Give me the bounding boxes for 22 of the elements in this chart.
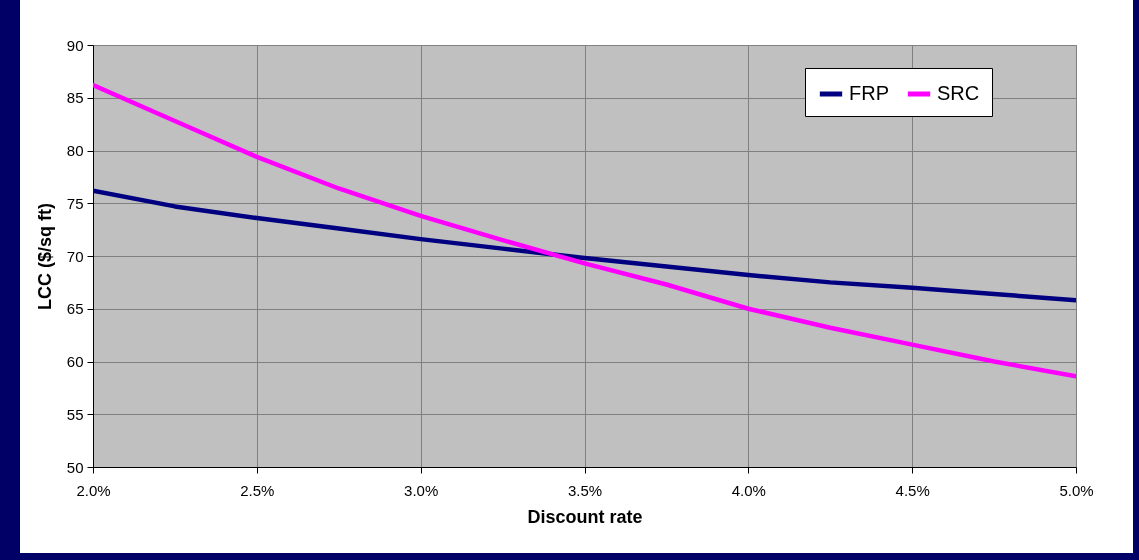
legend-label: SRC bbox=[937, 82, 980, 104]
x-tick-label: 5.0% bbox=[1059, 481, 1094, 499]
line-series bbox=[93, 188, 1076, 303]
y-tick-label: 75 bbox=[66, 194, 84, 212]
x-tick-label: 4.0% bbox=[731, 481, 766, 499]
x-tick-label: 2.5% bbox=[240, 481, 275, 499]
y-tick-label: 55 bbox=[66, 405, 84, 423]
x-tick-label: 3.5% bbox=[567, 481, 603, 499]
y-tick-label: 70 bbox=[66, 247, 84, 265]
y-tick-label: 65 bbox=[66, 300, 84, 318]
y-tick-label: 60 bbox=[66, 353, 84, 370]
y-axis-title: LCC ($/sq ft) bbox=[34, 203, 55, 310]
y-tick-label: 80 bbox=[66, 142, 84, 159]
x-tick-label: 2.0% bbox=[76, 481, 111, 499]
x-tick-label: 4.5% bbox=[895, 481, 930, 499]
line-series bbox=[93, 82, 1076, 379]
x-tick-label: 3.0% bbox=[404, 481, 439, 499]
y-tick-label: 85 bbox=[66, 89, 84, 107]
x-axis-title: Discount rate bbox=[527, 506, 643, 527]
legend-label: FRP bbox=[849, 82, 889, 104]
y-tick-label: 90 bbox=[66, 36, 84, 54]
y-tick-label: 50 bbox=[66, 458, 84, 476]
